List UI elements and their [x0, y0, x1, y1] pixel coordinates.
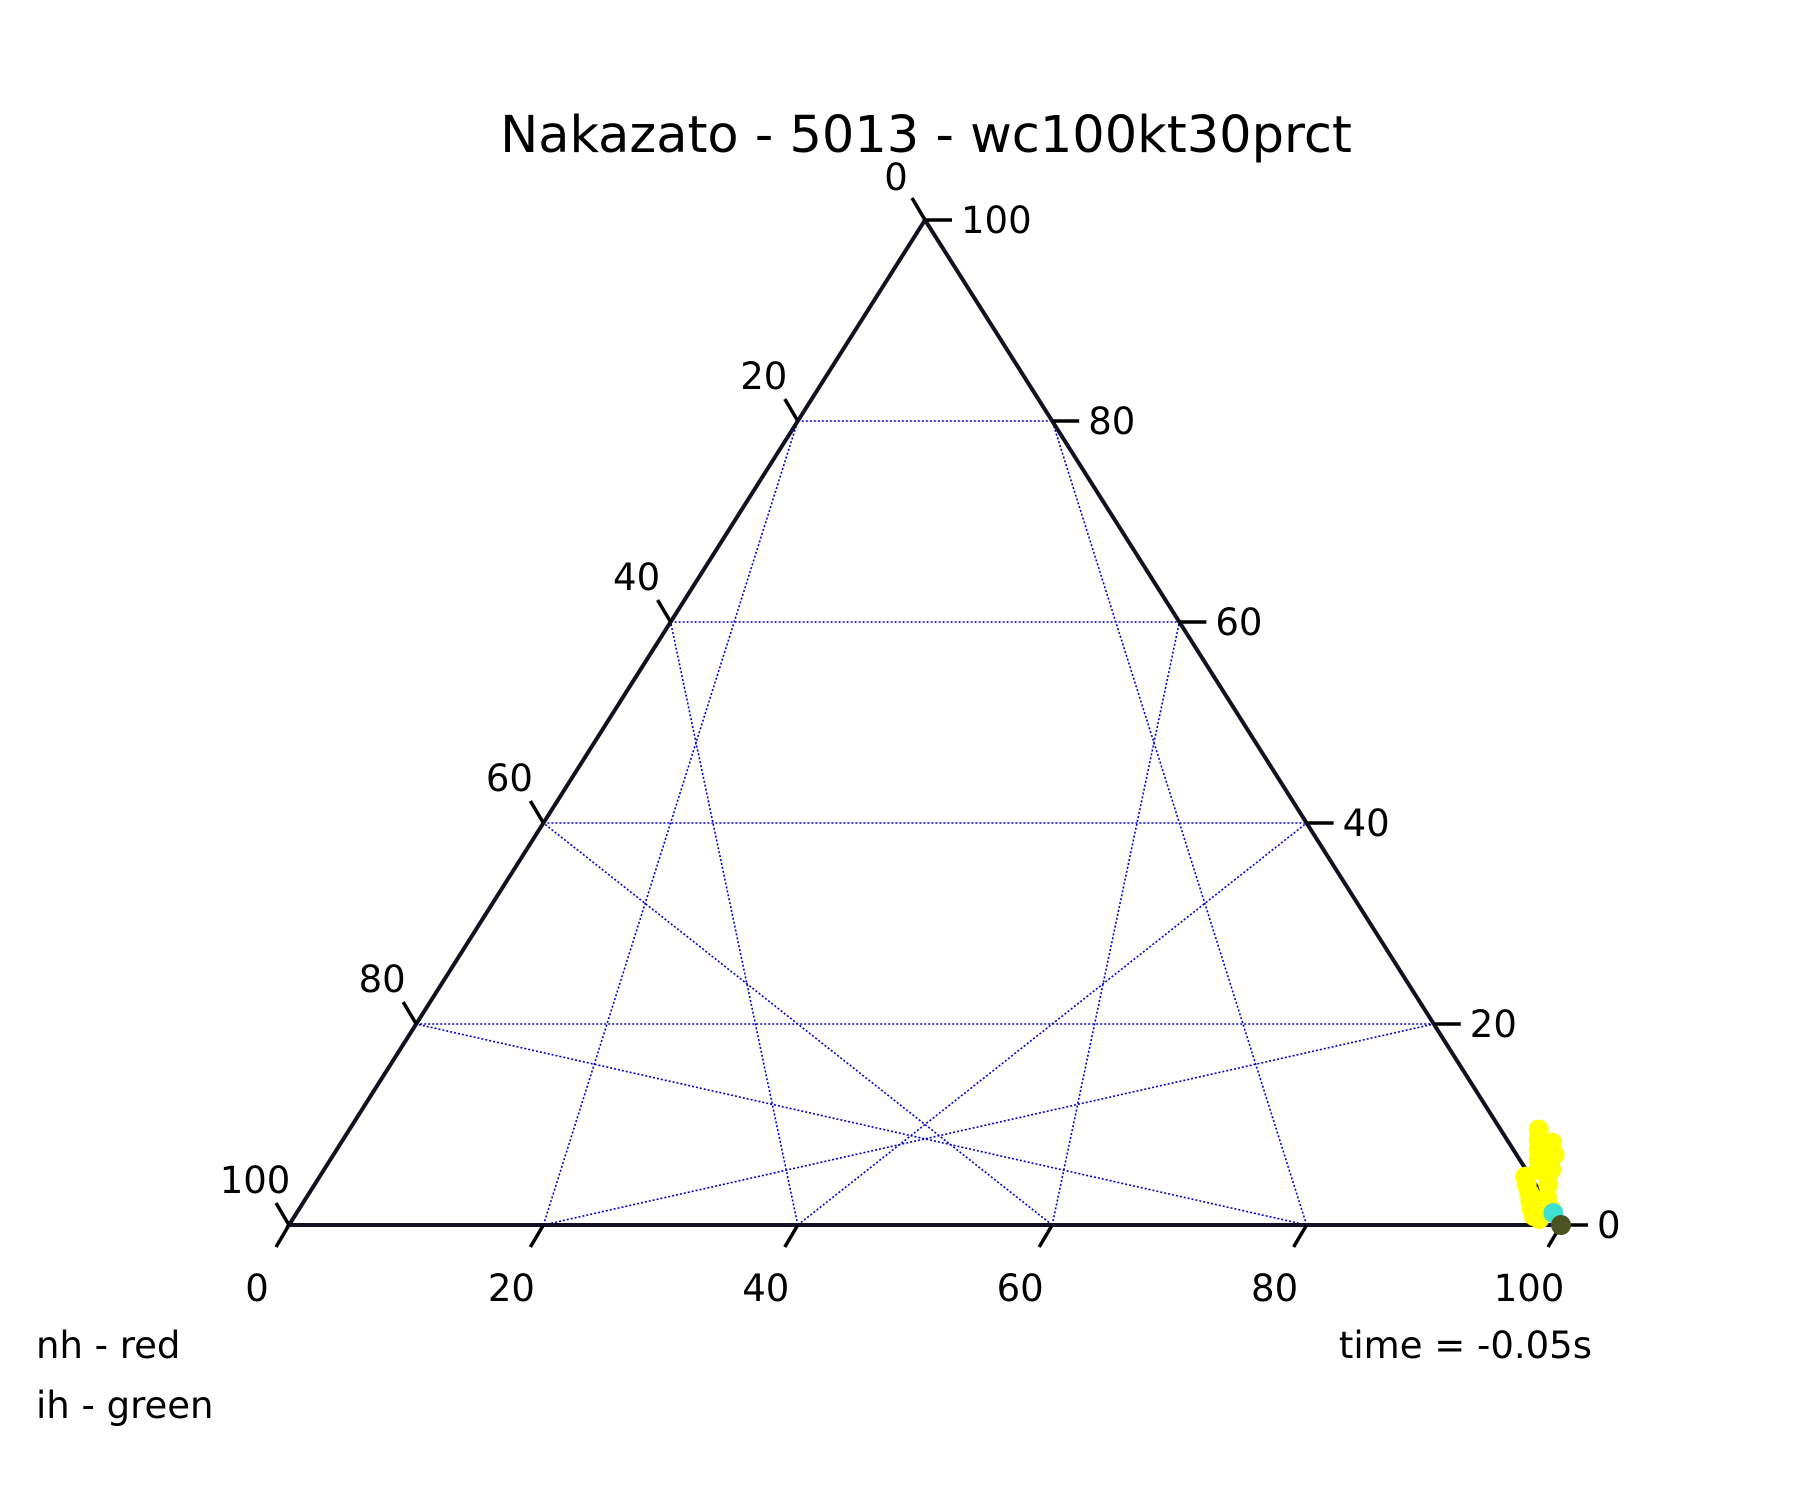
left-tick-label-20: 20 [740, 355, 787, 398]
left-tick-100 [274, 1202, 291, 1226]
bottom-tick-60 [1037, 1224, 1054, 1248]
bottom-tick-0 [274, 1224, 291, 1248]
grid-line-r-60 [542, 822, 1053, 1226]
right-tick-label-80: 80 [1088, 400, 1135, 443]
grid-line-l-60 [1051, 621, 1181, 1226]
left-tick-80 [401, 1001, 418, 1025]
bottom-tick-label-0: 0 [245, 1267, 269, 1310]
left-tick-40 [656, 599, 673, 623]
right-tick-label-100: 100 [961, 199, 1032, 242]
grid-line-r-40 [669, 621, 799, 1226]
triangle-frame [285, 216, 1565, 1227]
left-tick-label-80: 80 [359, 958, 406, 1001]
chart-title: Nakazato - 5013 - wc100kt30prct [500, 106, 1352, 165]
grid-lines [416, 420, 1434, 1226]
axis-ticks: 0 20 40 60 80 100 20 40 60 80 100 0 0 20 40 60 80 100 [220, 156, 1621, 1310]
triangle-outline [285, 216, 1565, 1227]
bottom-tick-80 [1292, 1224, 1309, 1248]
time-label: time = -0.05s [1339, 1324, 1592, 1367]
data-points [1515, 1119, 1571, 1235]
left-tick-label-100: 100 [220, 1159, 291, 1202]
left-tick-60 [528, 800, 545, 824]
legend-line-1: nh - red [36, 1324, 180, 1367]
bottom-tick-label-20: 20 [488, 1267, 535, 1310]
right-tick-label-60: 60 [1215, 601, 1262, 644]
bottom-tick-40 [783, 1224, 800, 1248]
right-tick-label-20: 20 [1470, 1003, 1517, 1046]
bottom-tick-20 [528, 1224, 545, 1248]
grid-line-r-20 [542, 420, 799, 1226]
bottom-tick-label-40: 40 [742, 1267, 789, 1310]
left-tick-label-60: 60 [486, 757, 533, 800]
left-tick-0 [910, 197, 927, 221]
right-tick-label-40: 40 [1343, 802, 1390, 845]
left-tick-label-40: 40 [613, 556, 660, 599]
grid-line-l-80 [1051, 420, 1308, 1226]
bottom-tick-label-100: 100 [1494, 1267, 1565, 1310]
left-tick-20 [783, 398, 800, 422]
data-point-2-0 [1551, 1215, 1571, 1235]
data-point-0-17 [1542, 1132, 1563, 1153]
data-point-0-13 [1541, 1159, 1562, 1180]
legend-line-2: ih - green [36, 1384, 213, 1427]
grid-line-l-20 [543, 1023, 1434, 1226]
top-vertex-label: 0 [884, 156, 908, 199]
right-tick-label-0: 0 [1597, 1204, 1621, 1247]
grid-line-l-40 [797, 822, 1308, 1226]
bottom-tick-label-80: 80 [1251, 1267, 1298, 1310]
grid-line-r-80 [416, 1023, 1307, 1226]
bottom-tick-label-60: 60 [997, 1267, 1044, 1310]
